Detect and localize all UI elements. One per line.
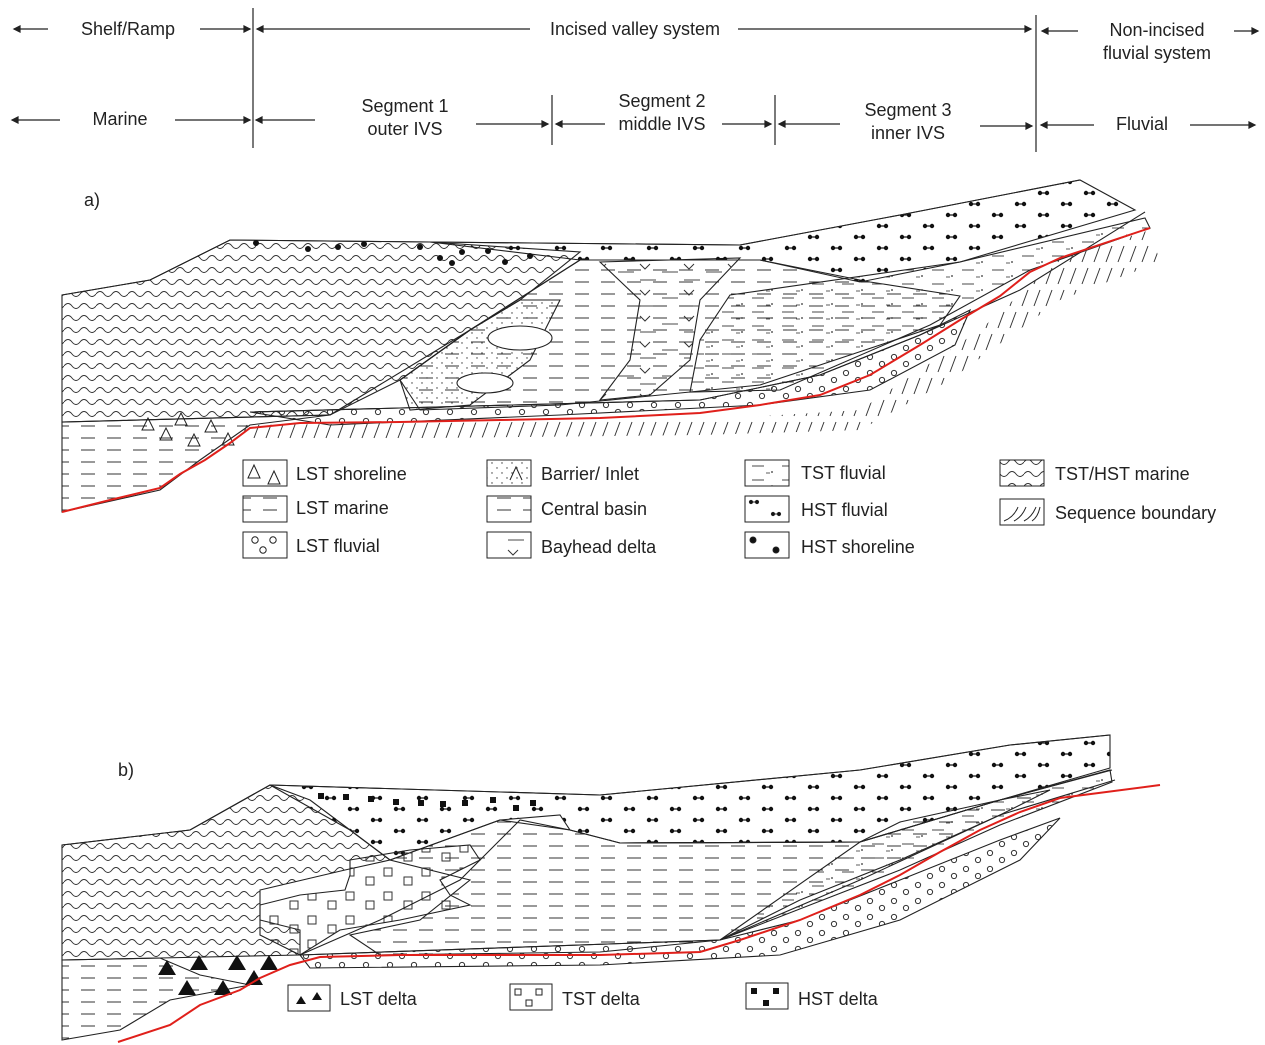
legend-barrier-inlet: Barrier/ Inlet	[541, 464, 640, 484]
legend-b-swatches	[287, 982, 789, 1012]
header-incised-valley-system: Incised valley system	[549, 19, 721, 39]
segment1-line2: outer IVS	[367, 119, 443, 139]
legend-lst-marine: LST marine	[296, 498, 389, 518]
legend-lst-shoreline: LST shoreline	[296, 464, 407, 484]
legend-hst-delta: HST delta	[798, 989, 878, 1009]
segment3-line2: inner IVS	[870, 123, 946, 143]
legend-tst-hst-marine: TST/HST marine	[1055, 464, 1190, 484]
segment1-line1: Segment 1	[361, 96, 449, 116]
legend-lst-delta: LST delta	[340, 989, 417, 1009]
legend-tst-delta: TST delta	[562, 989, 640, 1009]
header-marine: Marine	[92, 109, 148, 129]
segment2-line2: middle IVS	[618, 114, 706, 134]
legend-hst-shoreline: HST shoreline	[801, 537, 915, 557]
panel-a-label: a)	[84, 190, 101, 210]
header-non-incised-line1: Non-incised	[1109, 20, 1205, 40]
legend-bayhead-delta: Bayhead delta	[541, 537, 657, 557]
header-non-incised-line2: fluvial system	[1102, 43, 1212, 63]
panel-b-label: b)	[118, 760, 135, 780]
legend-central-basin: Central basin	[541, 499, 648, 519]
legend-lst-fluvial: LST fluvial	[296, 536, 380, 556]
legend-a-swatches	[242, 459, 1045, 559]
legend-sequence-boundary: Sequence boundary	[1055, 503, 1217, 523]
header-shelf-ramp: Shelf/Ramp	[80, 19, 176, 39]
panel-a-cross-section	[61, 179, 1160, 513]
legend-hst-fluvial: HST fluvial	[801, 500, 888, 520]
legend-tst-fluvial: TST fluvial	[801, 463, 886, 483]
header-fluvial: Fluvial	[1115, 114, 1169, 134]
header-lines	[10, 8, 1260, 152]
panel-b-cross-section	[61, 734, 1161, 1043]
segment2-line1: Segment 2	[618, 91, 706, 111]
segment3-line1: Segment 3	[864, 100, 952, 120]
